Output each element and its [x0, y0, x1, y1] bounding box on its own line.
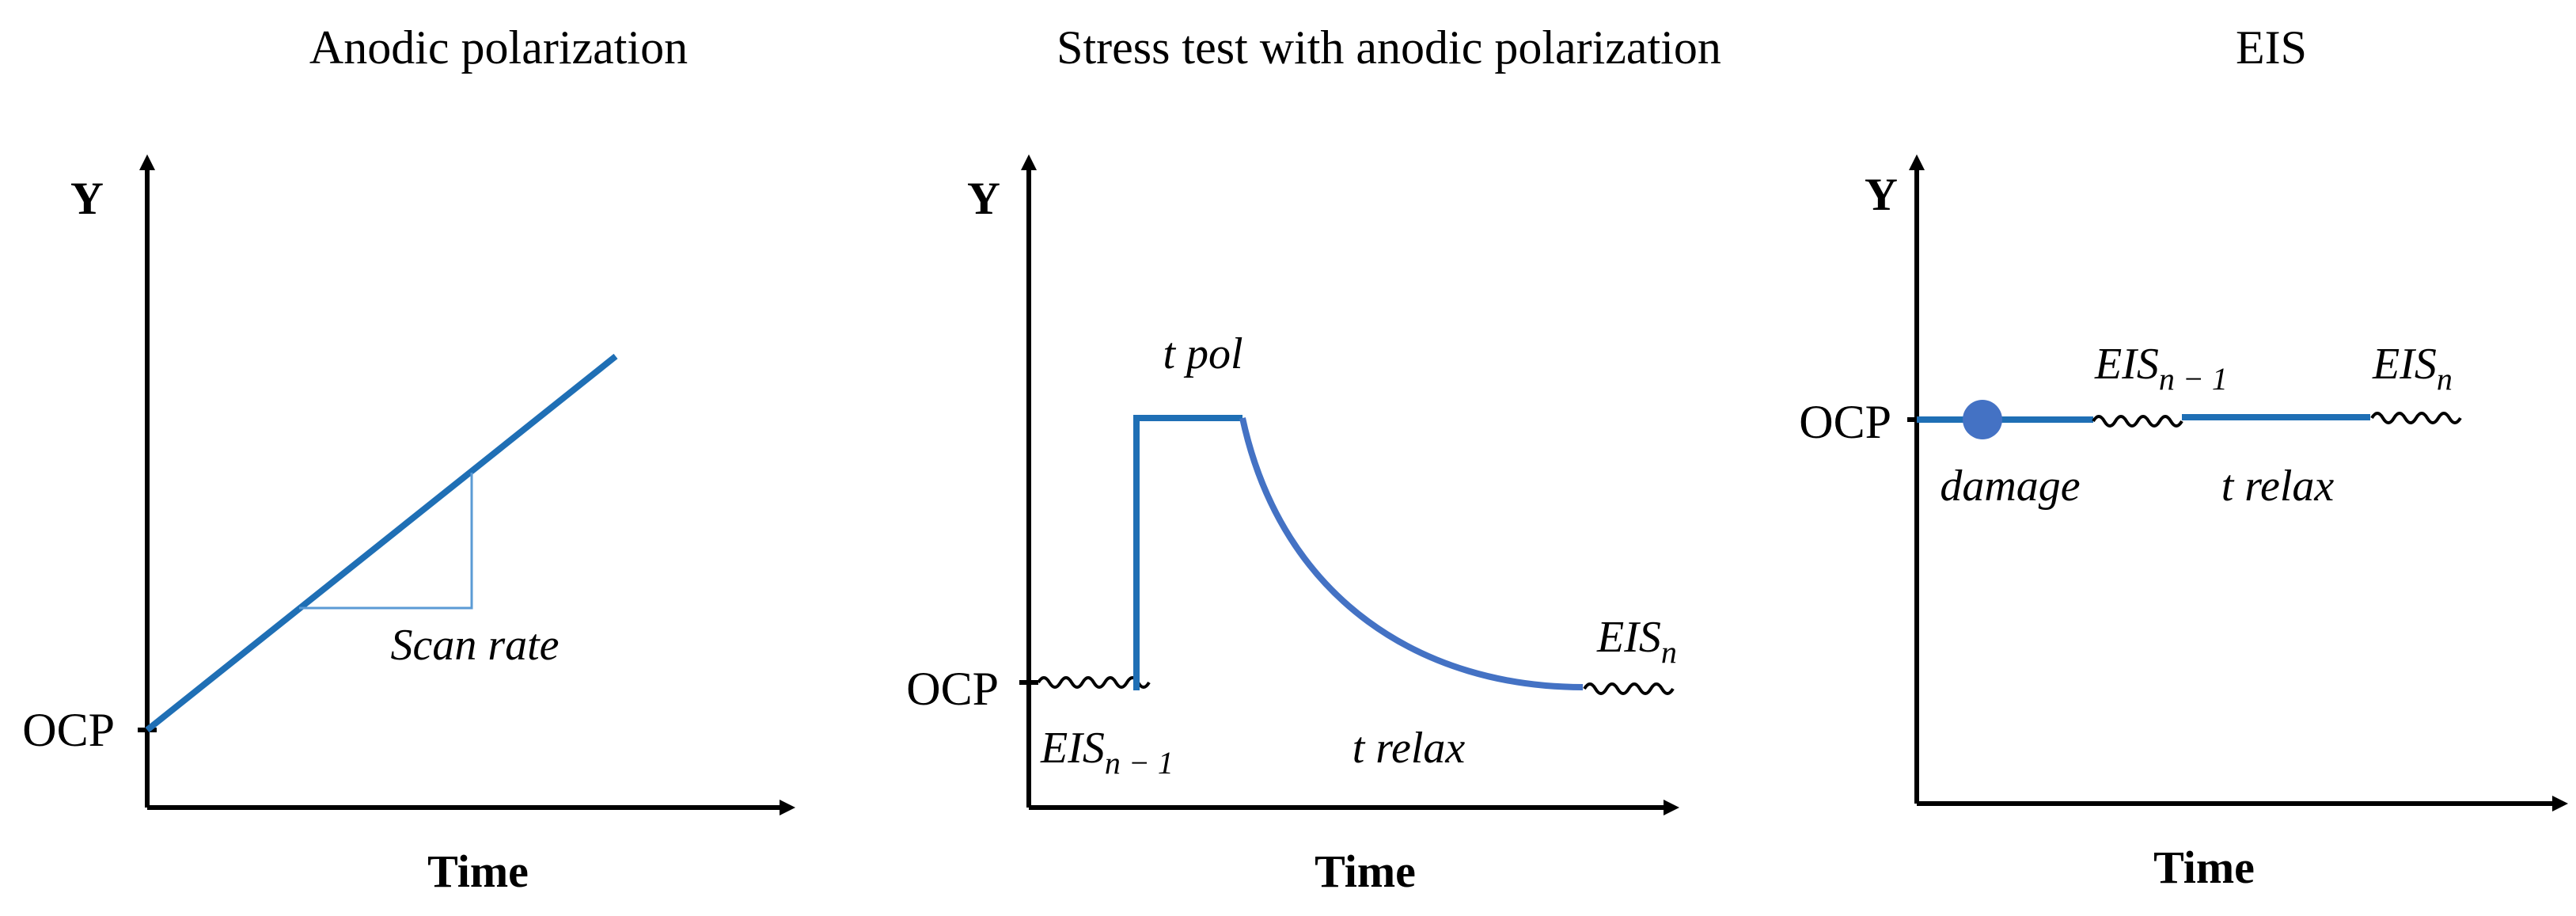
y-axis-arrowhead [1909, 154, 1925, 170]
x-axis-arrowhead [1664, 800, 1679, 815]
y-axis-arrowhead [139, 154, 155, 170]
ocp-label: OCP [1799, 396, 1891, 448]
ocp-label: OCP [22, 704, 115, 756]
panel-title: Stress test with anodic polarization [1057, 21, 1721, 74]
relaxation-curve [1239, 417, 1584, 690]
panel-anodic-polarization: Anodic polarization Y Time OCP Scan rate [22, 21, 795, 897]
eis-n-label: EISn [1596, 613, 1677, 670]
eis-prev-label: EISn − 1 [2094, 340, 2228, 397]
eis-n-main: EIS [2372, 340, 2437, 389]
eis-prev-wave [2092, 415, 2183, 428]
t-relax-label: t relax [2221, 462, 2335, 511]
y-axis-arrowhead [1021, 154, 1037, 170]
panel-stress-test: Stress test with anodic polarization Y T… [906, 21, 1721, 897]
eis-prev-subscript: n − 1 [1105, 745, 1174, 781]
panel-title: Anodic polarization [309, 21, 688, 74]
x-axis-arrowhead [2552, 796, 2568, 811]
eis-prev-wave [1037, 676, 1151, 689]
polarization-step-line [1133, 415, 1242, 690]
y-axis-label: Y [1865, 169, 1898, 220]
eis-n-main: EIS [1596, 613, 1661, 662]
ocp-label: OCP [906, 663, 999, 715]
x-axis-label: Time [427, 846, 529, 897]
eis-n-wave [1583, 682, 1675, 695]
eis-prev-main: EIS [1040, 724, 1105, 773]
eis-prev-subscript: n − 1 [2159, 361, 2228, 397]
damage-label: damage [1940, 462, 2080, 511]
eis-prev-label: EISn − 1 [1040, 724, 1174, 781]
eis-n-subscript: n [2437, 361, 2453, 397]
panel-title: EIS [2236, 21, 2307, 74]
x-axis-label: Time [1315, 846, 1416, 897]
x-axis-label: Time [2153, 842, 2255, 893]
panel-eis: EIS Y Time OCP damage t relax EISn − 1 E… [1799, 21, 2568, 893]
eis-n-subscript: n [1661, 634, 1677, 670]
scan-rate-label: Scan rate [390, 621, 559, 670]
y-axis-label: Y [70, 173, 104, 224]
eis-prev-main: EIS [2094, 340, 2159, 389]
t-pol-label: t pol [1163, 329, 1242, 378]
x-axis-arrowhead [780, 800, 795, 815]
scan-rate-triangle [299, 473, 473, 610]
potential-ramp-line [145, 353, 618, 733]
eis-n-wave [2370, 412, 2462, 424]
y-axis-label: Y [967, 173, 1000, 224]
t-relax-label: t relax [1352, 724, 1466, 773]
damage-marker [1963, 400, 2002, 439]
eis-n-label: EISn [2372, 340, 2453, 397]
